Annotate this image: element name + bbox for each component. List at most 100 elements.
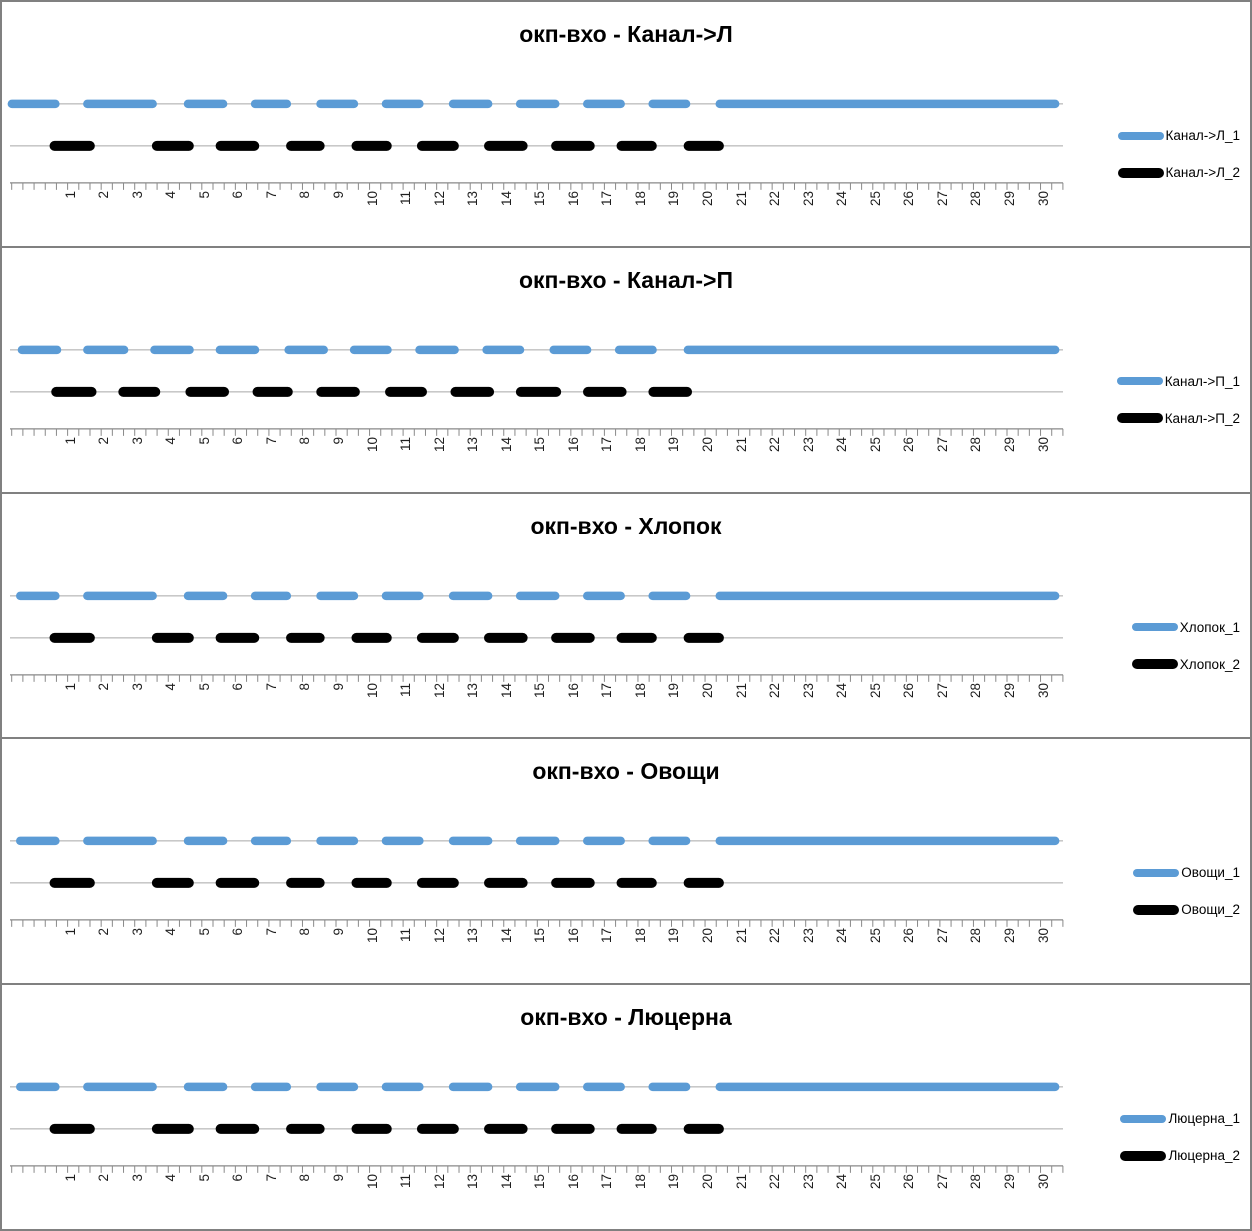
legend-label: Канал->П_1	[1164, 373, 1240, 389]
x-axis-label: 6	[230, 436, 246, 445]
x-axis-label: 24	[834, 436, 850, 452]
x-axis-label: 5	[196, 191, 212, 199]
x-axis-label: 30	[1035, 928, 1051, 944]
x-axis-label: 27	[934, 191, 950, 207]
legend-label: Хлопок_2	[1179, 656, 1240, 672]
x-axis-label: 2	[96, 436, 112, 445]
chart-panel-1[interactable]: окп-вхо - Канал->Л 1 2 3 4 5 6 7 8 9 10 11 12 13 14 15 1…	[2, 2, 1250, 246]
x-axis-label: 23	[800, 928, 816, 944]
legend-swatch-2	[1133, 904, 1180, 915]
chart-panel-3[interactable]: окп-вхо - Хлопок 1 2 3 4 5 6 7 8 9 10 11 12 13 14 15 16 1…	[2, 493, 1250, 738]
x-axis-label: 21	[733, 682, 749, 698]
x-axis-label: 17	[599, 191, 615, 207]
x-axis-label: 2	[96, 191, 112, 199]
legend-item-2: Канал->Л_2	[1117, 165, 1240, 180]
x-axis-label: 18	[632, 436, 648, 452]
x-axis-label: 15	[532, 682, 548, 698]
x-axis-label: 30	[1035, 682, 1051, 698]
x-axis-label: 4	[163, 436, 179, 445]
x-axis-label: 16	[565, 682, 581, 698]
x-axis-label: 18	[632, 928, 648, 944]
x-axis-label: 26	[901, 191, 917, 207]
legend-item-1: Хлопок_1	[1131, 619, 1240, 635]
x-axis-label: 4	[163, 1174, 179, 1182]
legend-item-2: Люцерна_2	[1120, 1148, 1240, 1163]
x-axis-label: 19	[666, 1174, 682, 1190]
legend-swatch-1	[1116, 377, 1163, 386]
x-axis-label: 12	[431, 191, 447, 207]
x-axis-label: 1	[62, 682, 78, 691]
x-axis-label: 21	[733, 191, 749, 207]
x-axis-label: 25	[867, 682, 883, 698]
legend-swatch-2	[1131, 659, 1178, 670]
plot-area	[7, 99, 1064, 190]
x-axis-label: 21	[733, 436, 749, 452]
legend-swatch-1	[1131, 623, 1178, 632]
x-axis-label: 19	[666, 682, 682, 698]
x-axis-label: 22	[767, 436, 783, 452]
x-axis-label: 11	[398, 928, 414, 943]
x-axis-label: 15	[532, 928, 548, 944]
x-axis-label: 23	[800, 1174, 816, 1190]
x-axis-label: 9	[331, 928, 346, 936]
x-axis-label: 25	[867, 436, 883, 452]
x-axis-label: 16	[565, 436, 581, 452]
x-axis-label: 4	[163, 928, 179, 936]
x-axis-label: 26	[901, 436, 917, 452]
legend-label: Люцерна_2	[1168, 1148, 1240, 1164]
x-axis-label: 5	[196, 682, 212, 691]
x-axis-label: 27	[934, 1174, 950, 1190]
x-axis-label: 15	[532, 436, 548, 452]
x-axis-label: 22	[767, 191, 783, 207]
legend-label: Люцерна_1	[1168, 1111, 1240, 1127]
x-axis-label: 15	[532, 191, 548, 207]
legend-item-2: Овощи_2	[1133, 902, 1240, 917]
x-axis-label: 29	[1001, 928, 1017, 944]
x-axis-label: 3	[129, 928, 145, 936]
chart-panel-2[interactable]: окп-вхо - Канал->П 1 2 3 4 5 6 7 8 9 10 11 12 13 14 15 1…	[2, 247, 1250, 492]
x-axis-label: 27	[934, 682, 950, 698]
x-axis-label: 13	[465, 928, 481, 944]
x-axis-label: 3	[129, 436, 145, 445]
chart-panel-5[interactable]: окп-вхо - Люцерна 1 2 3 4 5 6 7 8 9 10 11 12 13 14 15 16…	[2, 985, 1250, 1229]
x-axis-label: 24	[834, 928, 850, 944]
x-axis-label: 8	[297, 436, 313, 445]
x-axis-label: 3	[129, 191, 145, 199]
x-axis-label: 17	[599, 436, 615, 452]
x-axis-label: 14	[498, 682, 514, 698]
x-axis-label: 25	[867, 191, 883, 207]
x-axis-label: 24	[834, 682, 850, 698]
chart-title: окп-вхо - Канал->П	[519, 266, 733, 293]
x-axis-label: 9	[331, 682, 346, 691]
x-axis-label: 16	[565, 1174, 581, 1190]
chart-panel-4[interactable]: окп-вхо - Овощи 1 2 3 4 5 6 7 8 9 10 11 12 13 14 15 16 17…	[2, 739, 1250, 984]
chart-title: окп-вхо - Люцерна	[520, 1004, 732, 1031]
x-axis-label: 14	[498, 191, 514, 207]
x-axis-label: 6	[230, 682, 246, 691]
x-axis-label: 18	[632, 1174, 648, 1190]
chart-title: окп-вхо - Овощи	[532, 758, 720, 785]
x-axis-label: 10	[364, 191, 380, 207]
legend-label: Хлопок_1	[1179, 619, 1240, 635]
x-axis-label: 10	[364, 436, 380, 452]
legend-label: Канал->П_2	[1164, 410, 1240, 426]
x-axis-label: 6	[230, 928, 246, 936]
chart-title: окп-вхо - Канал->Л	[519, 21, 733, 47]
x-axis-label: 24	[834, 1174, 850, 1190]
x-axis-label: 6	[230, 191, 246, 199]
plot-area	[10, 837, 1064, 928]
legend-swatch-1	[1117, 131, 1164, 140]
x-axis-label: 28	[968, 682, 984, 698]
legend-item-2: Канал->П_2	[1116, 410, 1240, 426]
x-axis-label: 25	[867, 1174, 883, 1190]
x-axis-label: 10	[364, 682, 380, 698]
x-axis-label: 12	[431, 1174, 447, 1190]
x-axis-label: 25	[867, 928, 883, 944]
x-axis-label: 29	[1001, 191, 1017, 207]
x-axis-label: 8	[297, 191, 313, 199]
x-axis-label: 21	[733, 928, 749, 944]
x-axis-label: 16	[565, 191, 581, 207]
legend-swatch-1	[1120, 1114, 1167, 1123]
x-axis-label: 29	[1001, 436, 1017, 452]
x-axis-label: 5	[196, 928, 212, 936]
